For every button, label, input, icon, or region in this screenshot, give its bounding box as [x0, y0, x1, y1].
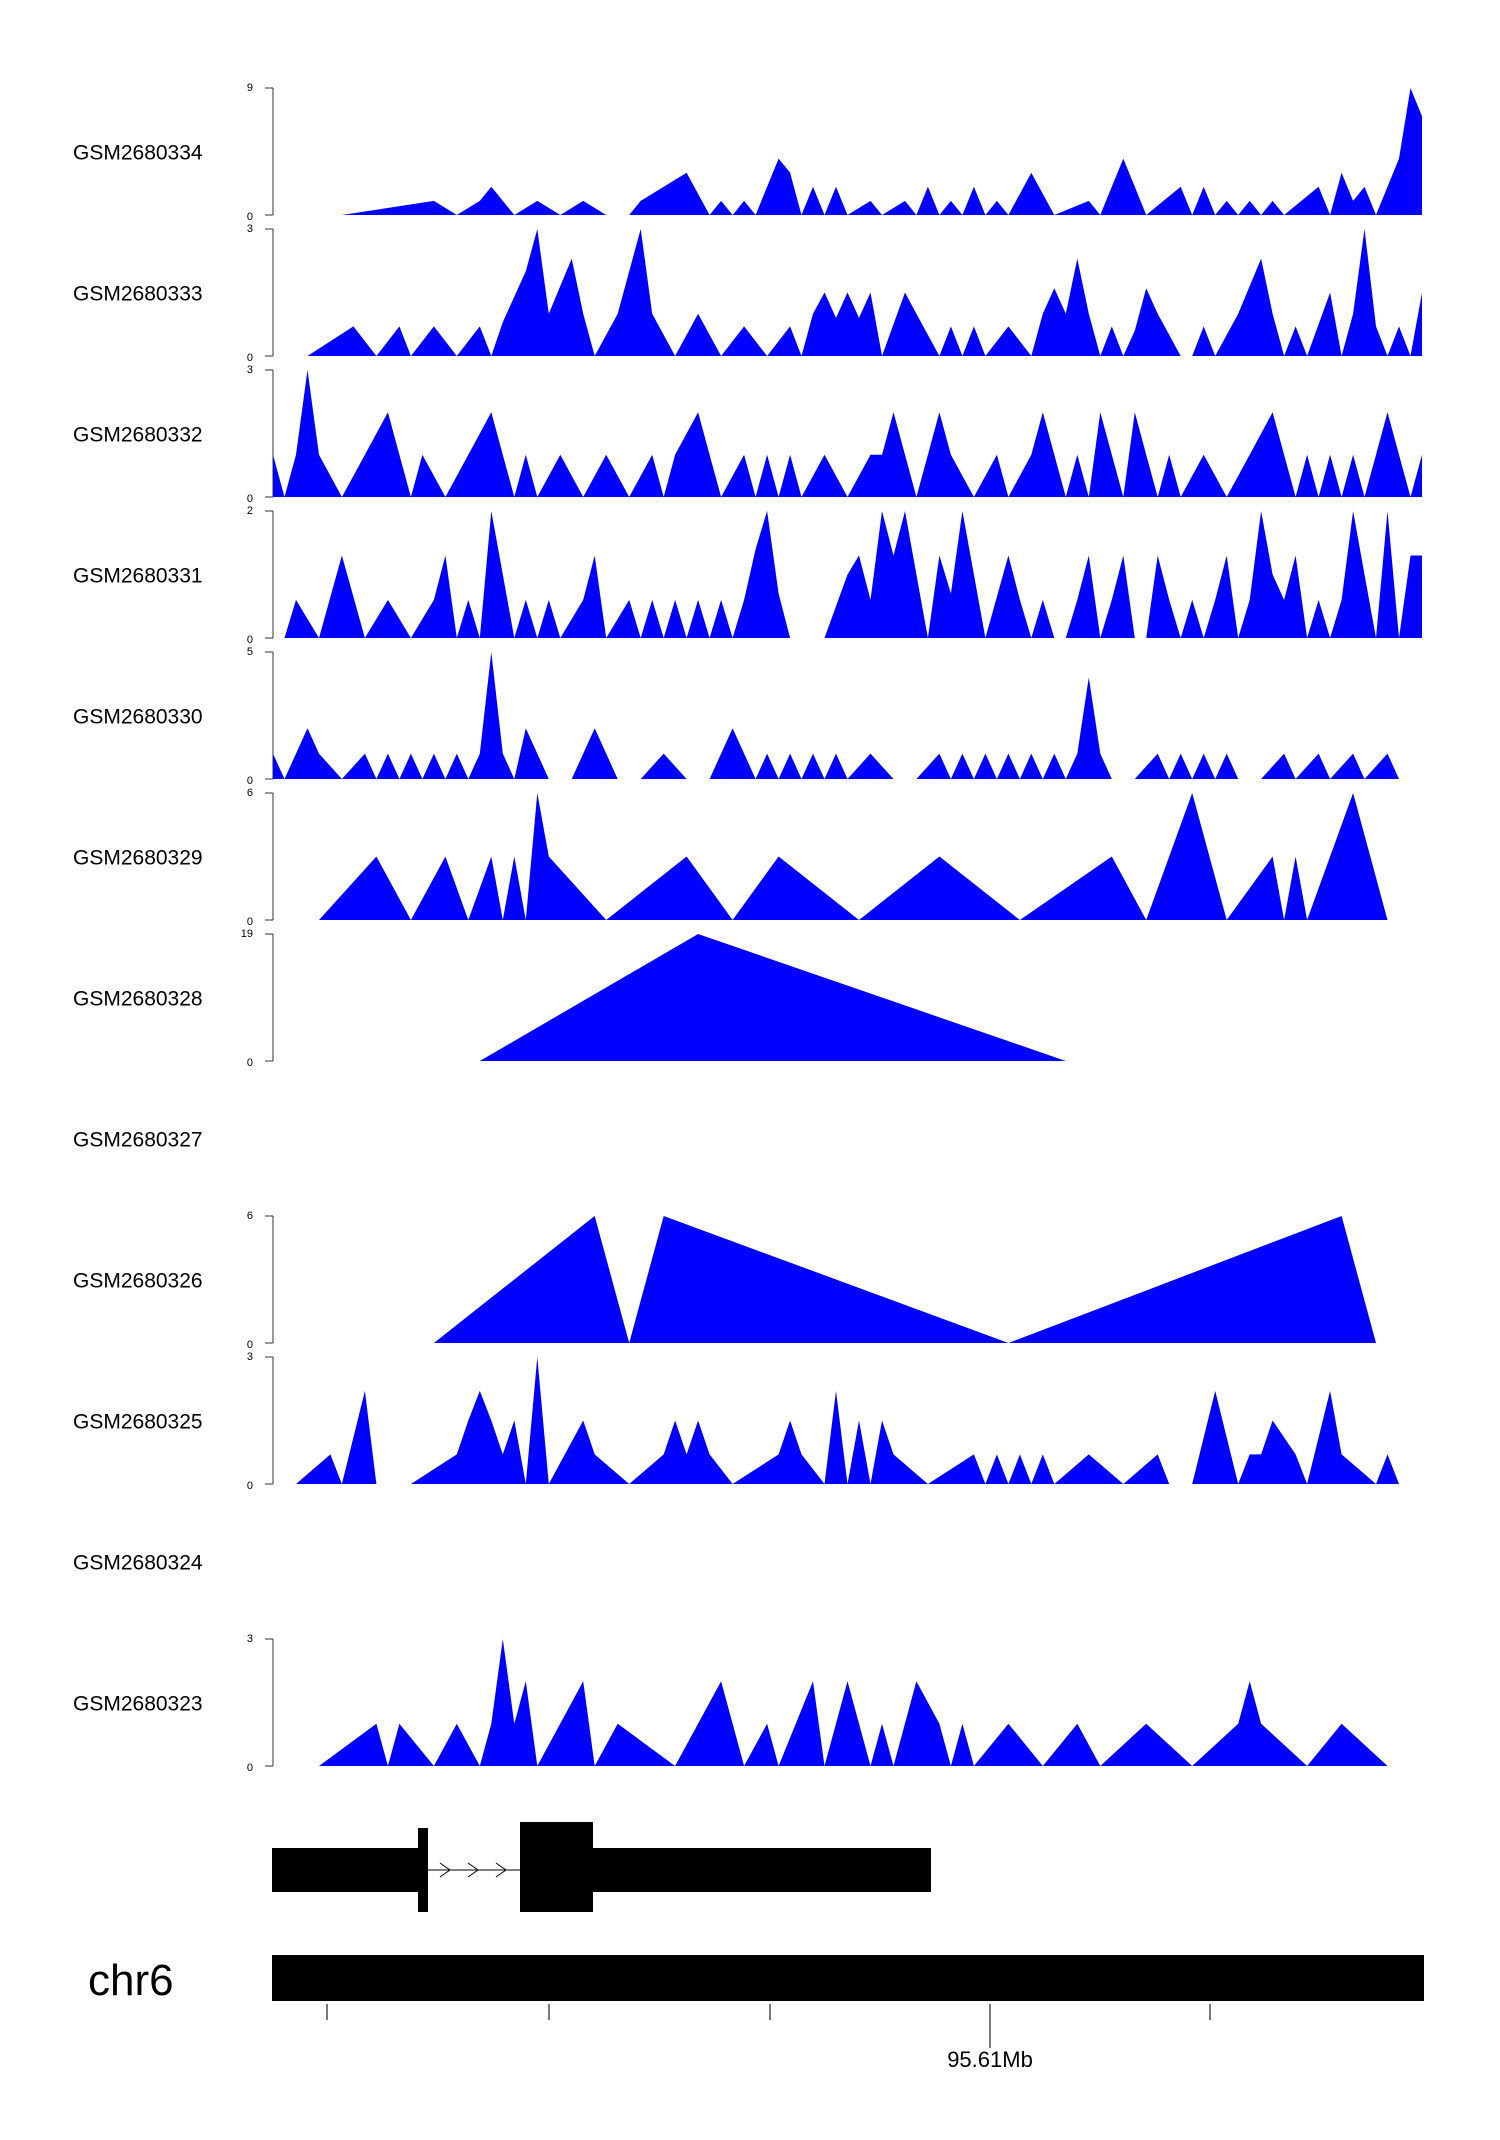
track-label: GSM2680333	[73, 283, 203, 306]
track-label: GSM2680324	[73, 1552, 203, 1575]
y-tick-label-min: 0	[247, 634, 253, 646]
coverage-area	[273, 370, 1422, 497]
x-axis-tick-label: 95.61Mb	[947, 2047, 1033, 2072]
track-label: GSM2680331	[73, 565, 203, 588]
track-label: GSM2680326	[73, 1270, 203, 1293]
y-tick-label-max: 3	[247, 364, 253, 376]
y-tick-label-min: 0	[247, 352, 253, 364]
y-tick-label-max: 5	[247, 646, 253, 658]
coverage-area	[319, 793, 1388, 920]
coverage-area	[319, 1639, 1388, 1766]
coverage-area	[433, 1216, 1376, 1343]
y-tick-label-min: 0	[247, 1480, 253, 1492]
chromosome-bar	[272, 1955, 1424, 2001]
y-tick-label-max: 6	[247, 1210, 253, 1222]
y-tick-label-max: 2	[247, 505, 253, 517]
y-tick-label-max: 19	[241, 928, 253, 940]
intron-arrow	[467, 1862, 479, 1878]
coverage-area	[284, 511, 1422, 638]
coverage-area	[296, 1357, 1399, 1484]
track-label: GSM2680325	[73, 1411, 203, 1434]
y-tick-label-max: 3	[247, 1633, 253, 1645]
track-label: GSM2680327	[73, 1129, 203, 1152]
track-label: GSM2680332	[73, 424, 203, 447]
coverage-area	[307, 229, 1422, 356]
y-tick-label-max: 3	[247, 223, 253, 235]
y-tick-label-min: 0	[247, 1762, 253, 1774]
track-label: GSM2680323	[73, 1693, 203, 1716]
track-label: GSM2680330	[73, 706, 203, 729]
track-label: GSM2680329	[73, 847, 203, 870]
gene-exon-1	[418, 1828, 428, 1912]
y-tick-label-max: 6	[247, 787, 253, 799]
track-label: GSM2680334	[73, 142, 203, 165]
coverage-area	[479, 934, 1066, 1061]
y-tick-label-min: 0	[247, 775, 253, 787]
y-tick-label-min: 0	[247, 493, 253, 505]
gene-utr-left	[272, 1848, 422, 1892]
coverage-area	[341, 88, 1422, 215]
y-tick-label-min: 0	[247, 916, 253, 928]
gene-utr-right	[593, 1848, 931, 1892]
chromosome-label: chr6	[88, 1956, 174, 2005]
y-tick-label-max: 9	[247, 82, 253, 94]
y-tick-label-min: 0	[247, 1057, 253, 1069]
track-label: GSM2680328	[73, 988, 203, 1011]
y-tick-label-min: 0	[247, 211, 253, 223]
gene-exon-2	[520, 1822, 593, 1912]
y-tick-label-min: 0	[247, 1339, 253, 1351]
y-tick-label-max: 3	[247, 1351, 253, 1363]
coverage-area	[273, 652, 1399, 779]
intron-arrow	[439, 1862, 451, 1878]
intron-arrow	[495, 1862, 507, 1878]
